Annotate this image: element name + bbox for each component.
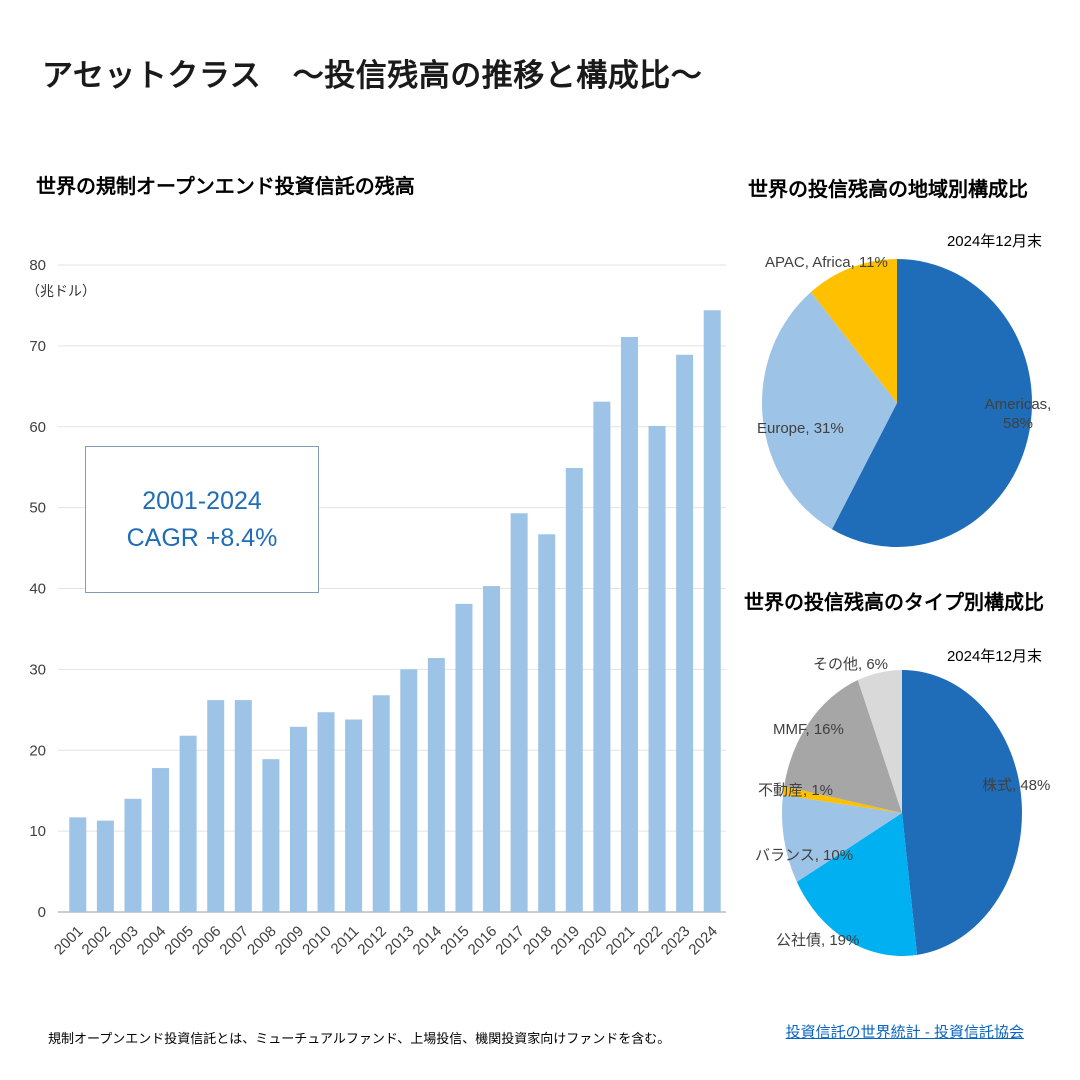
bar-2002	[96, 820, 114, 912]
pie-type-date: 2024年12月末	[946, 648, 1042, 665]
pie-region-slice-2	[810, 259, 897, 403]
bar-2011	[345, 719, 363, 912]
footnote: 規制オープンエンド投資信託とは、ミューチュアルファンド、上場投信、機関投資家向け…	[48, 1031, 671, 1046]
bar-2013	[400, 669, 418, 912]
pie-region-chart	[762, 259, 1032, 547]
bar-2023	[676, 354, 694, 912]
x-tick-label: 2008	[244, 923, 280, 959]
x-tick-label: 2011	[328, 923, 363, 958]
pie-type-label-0: 株式, 48%	[982, 777, 1051, 794]
bar-2021	[620, 336, 638, 912]
y-tick-label: 10	[29, 823, 46, 840]
pie-region-label-0: Americas, 58%	[984, 396, 1052, 432]
x-tick-label: 2003	[106, 923, 142, 959]
y-tick-label: 40	[29, 581, 46, 598]
x-tick-label: 2013	[382, 923, 418, 959]
y-axis-unit-label: （兆ドル）	[26, 283, 96, 299]
bar-chart: 0102030405060708020012002200320042005200…	[29, 257, 726, 959]
source-link[interactable]: 投資信託の世界統計 - 投資信託協会	[785, 1024, 1024, 1041]
bar-2019	[565, 467, 583, 912]
bar-2010	[317, 712, 335, 912]
cagr-period: 2001-2024	[142, 486, 262, 515]
pie-type-label-3: 不動産, 1%	[758, 782, 834, 799]
page-title: アセットクラス ～投信残高の推移と構成比～	[42, 58, 703, 93]
x-tick-label: 2018	[520, 923, 556, 959]
bar-2003	[124, 798, 142, 912]
pie-type-label-5: その他, 6%	[813, 656, 889, 673]
bar-2004	[152, 768, 170, 912]
x-tick-label: 2001	[51, 923, 87, 959]
bar-2018	[538, 534, 556, 912]
bar-2001	[69, 817, 87, 912]
x-tick-label: 2022	[630, 923, 666, 959]
bar-chart-title: 世界の規制オープンエンド投資信託の残高	[36, 176, 415, 198]
x-tick-label: 2009	[272, 923, 308, 959]
y-tick-label: 30	[29, 661, 46, 678]
x-tick-label: 2017	[492, 923, 528, 959]
y-tick-label: 60	[29, 419, 46, 436]
bar-2024	[703, 310, 721, 912]
x-tick-label: 2019	[547, 923, 583, 959]
y-tick-label: 80	[29, 257, 46, 274]
pie-type-slice-1	[796, 813, 918, 956]
x-tick-label: 2021	[603, 923, 639, 959]
pie-region-title: 世界の投信残高の地域別構成比	[748, 179, 1028, 201]
pie-type-label-1: 公社債, 19%	[776, 932, 860, 949]
cagr-value: CAGR +8.4%	[126, 523, 278, 552]
pie-type-slice-4	[784, 680, 902, 813]
y-tick-label: 20	[29, 742, 46, 759]
bar-2009	[289, 726, 307, 912]
y-tick-label: 0	[38, 904, 46, 921]
pie-region-label-2: APAC, Africa, 11%	[765, 254, 888, 271]
x-tick-label: 2002	[79, 923, 115, 959]
y-tick-label: 70	[29, 338, 46, 355]
pie-region-date: 2024年12月末	[946, 233, 1042, 250]
bar-2015	[455, 603, 473, 912]
bar-2012	[372, 695, 390, 912]
x-tick-label: 2023	[658, 923, 694, 959]
bar-2020	[593, 401, 611, 912]
pie-type-label-4: MMF, 16%	[773, 721, 844, 738]
pie-region-slice-0	[831, 259, 1032, 547]
x-tick-label: 2006	[189, 923, 225, 959]
pie-type-slice-3	[782, 786, 902, 813]
x-tick-label: 2005	[161, 923, 197, 959]
x-tick-label: 2020	[575, 923, 611, 959]
pie-type-slice-5	[857, 670, 902, 813]
cagr-annotation-box: 2001-2024 CAGR +8.4%	[85, 446, 319, 593]
x-tick-label: 2012	[354, 923, 390, 959]
y-tick-label: 50	[29, 500, 46, 517]
pie-region-label-1: Europe, 31%	[757, 420, 844, 437]
pie-type-label-2: バランス, 10%	[755, 847, 854, 864]
x-tick-label: 2007	[216, 923, 252, 959]
pie-type-title: 世界の投信残高のタイプ別構成比	[744, 592, 1044, 614]
bar-2014	[427, 658, 445, 912]
pie-type-chart	[782, 670, 1023, 956]
x-tick-label: 2016	[465, 923, 501, 959]
x-tick-label: 2015	[437, 923, 473, 959]
bar-2022	[648, 425, 666, 912]
x-tick-label: 2024	[685, 923, 721, 959]
bar-2016	[483, 586, 501, 912]
bar-2008	[262, 759, 280, 912]
bar-2007	[234, 700, 252, 912]
bar-2017	[510, 513, 528, 912]
x-tick-label: 2014	[410, 923, 446, 959]
x-tick-label: 2004	[134, 923, 170, 959]
pie-type-slice-2	[782, 795, 902, 882]
bar-2005	[179, 735, 197, 912]
pie-region-slice-1	[762, 292, 897, 530]
pie-type-slice-0	[902, 670, 1023, 955]
bar-2006	[207, 700, 225, 912]
source-link-wrap: 投資信託の世界統計 - 投資信託協会	[786, 1021, 1024, 1042]
x-tick-label: 2010	[299, 923, 335, 959]
